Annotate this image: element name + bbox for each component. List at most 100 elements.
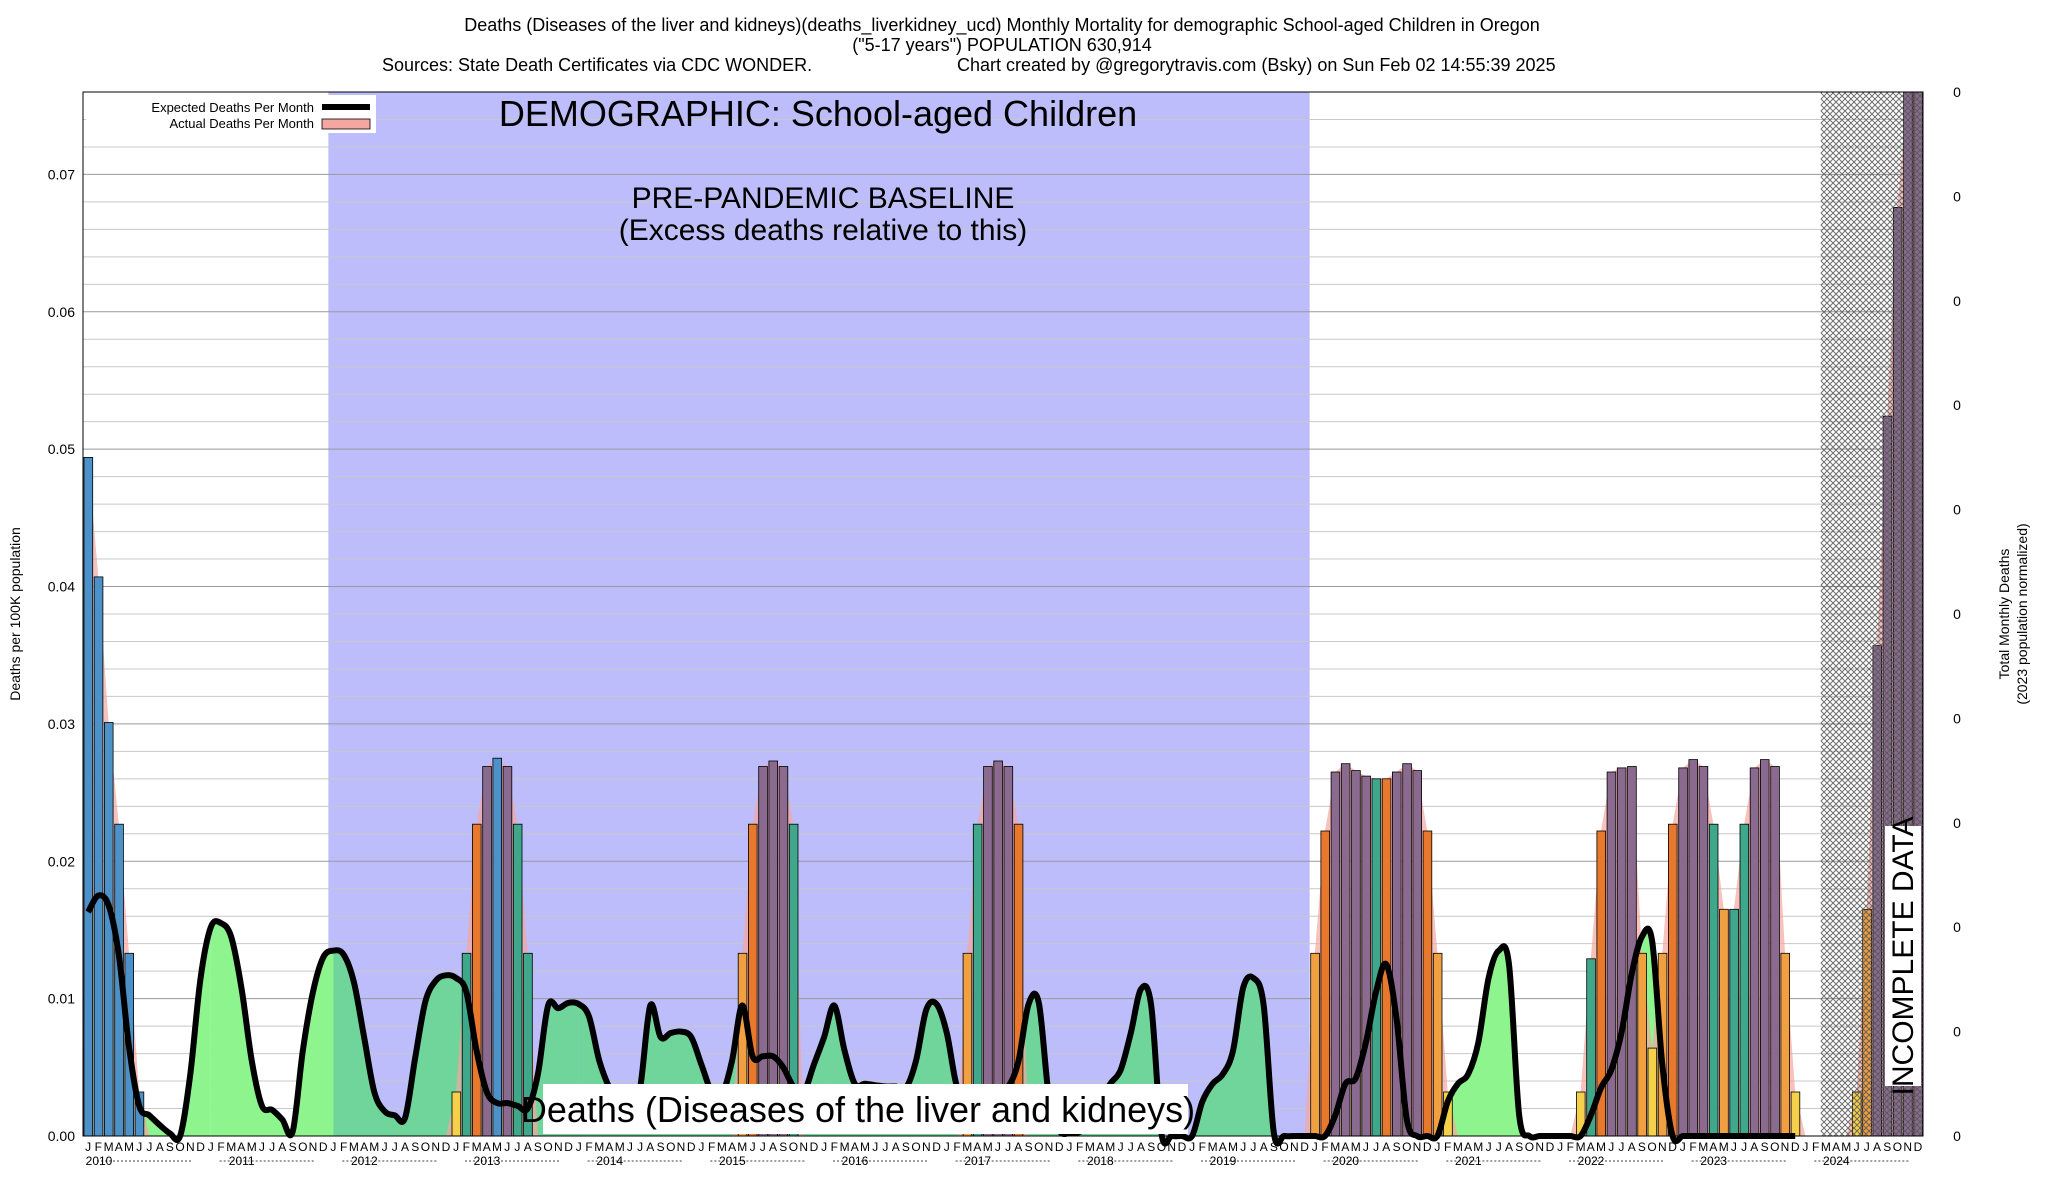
demographic-label: DEMOGRAPHIC: School-aged Children [499, 93, 1137, 134]
actual-bar [1770, 766, 1780, 1137]
actual-bar [1330, 771, 1341, 1137]
actual-bar [1698, 766, 1709, 1137]
x-month-label: N [309, 1140, 318, 1154]
x-month-label: M [1105, 1140, 1115, 1154]
y-tick-label-right: 0 [1953, 1024, 1961, 1040]
x-year-label: 2015 [719, 1154, 746, 1168]
x-month-label: J [882, 1140, 888, 1154]
x-year-label: 2011 [229, 1154, 255, 1168]
chart-sources: Sources: State Death Certificates via CD… [382, 55, 812, 75]
x-year-label: 2013 [474, 1154, 501, 1168]
x-month-label: O [1402, 1140, 1411, 1154]
incomplete-label-box [1885, 826, 1921, 1086]
x-month-label: O [1034, 1140, 1043, 1154]
cause-label: Deaths (Diseases of the liver and kidney… [521, 1089, 1195, 1130]
x-month-label: J [1731, 1140, 1737, 1154]
actual-bar [1320, 830, 1331, 1137]
x-month-label: J [1496, 1140, 1502, 1154]
actual-bar [93, 576, 104, 1137]
x-month-label: F [340, 1140, 347, 1154]
legend-actual-label: Actual Deaths Per Month [169, 116, 314, 131]
y-tick-label-left: 0.07 [48, 166, 75, 182]
y-tick-label-right: 0 [1953, 397, 1961, 413]
x-month-label: J [269, 1140, 275, 1154]
x-month-label: J [1066, 1140, 1072, 1154]
x-month-label: M [1576, 1140, 1586, 1154]
x-month-label: F [95, 1140, 102, 1154]
x-month-label: A [524, 1140, 532, 1154]
x-month-label: A [1709, 1140, 1717, 1154]
x-month-label: D [1178, 1140, 1187, 1154]
x-month-label: A [1873, 1140, 1881, 1154]
y-tick-label-right: 0 [1953, 606, 1961, 622]
x-month-label: A [115, 1140, 123, 1154]
incomplete-data-label: INCOMPLETE DATA [1887, 817, 1920, 1096]
expected-fill-area [333, 950, 457, 1136]
x-month-label: S [1393, 1140, 1401, 1154]
x-month-label: S [1147, 1140, 1155, 1154]
x-month-label: S [1761, 1140, 1769, 1154]
x-month-label: M [1698, 1140, 1708, 1154]
x-year-label: 2019 [1210, 1154, 1237, 1168]
x-month-label: M [1351, 1140, 1361, 1154]
actual-bar [1616, 767, 1627, 1137]
x-month-label: J [85, 1140, 91, 1154]
x-month-label: A [278, 1140, 286, 1154]
chart-credit: Chart created by @gregorytravis.com (Bsk… [957, 55, 1556, 75]
y-tick-label-left: 0.04 [48, 579, 75, 595]
x-month-label: M [492, 1140, 502, 1154]
actual-bar [502, 766, 513, 1137]
x-year-label: 2014 [596, 1154, 623, 1168]
actual-bar [1381, 778, 1392, 1137]
x-month-label: J [1486, 1140, 1492, 1154]
x-month-label: N [677, 1140, 686, 1154]
x-month-label: M [840, 1140, 850, 1154]
x-month-label: J [136, 1140, 142, 1154]
x-month-label: D [196, 1140, 205, 1154]
chart-subtitle: ("5-17 years") POPULATION 630,914 [852, 35, 1152, 55]
x-month-label: J [1854, 1140, 1860, 1154]
actual-bar [1678, 767, 1688, 1137]
x-month-label: A [1014, 1140, 1022, 1154]
actual-bar [1790, 1091, 1801, 1137]
x-year-label: 2023 [1700, 1154, 1727, 1168]
x-month-label: M [1208, 1140, 1218, 1154]
expected-fill-area [210, 922, 334, 1136]
cause-label-box [543, 1084, 1188, 1134]
y-tick-label-left: 0.03 [48, 716, 75, 732]
x-month-label: J [1434, 1140, 1440, 1154]
actual-bar [1780, 952, 1791, 1137]
y-tick-label-right: 0 [1953, 815, 1961, 831]
x-month-label: J [1363, 1140, 1369, 1154]
x-month-label: A [605, 1140, 613, 1154]
x-month-label: J [872, 1140, 878, 1154]
actual-bar [1729, 908, 1739, 1137]
x-month-label: J [627, 1140, 633, 1154]
x-month-label: S [289, 1140, 297, 1154]
x-month-label: O [1157, 1140, 1166, 1154]
x-year-label: 2010 [86, 1154, 113, 1168]
x-month-label: M [1821, 1140, 1831, 1154]
x-year-label: 2021 [1455, 1154, 1482, 1168]
x-month-label: D [442, 1140, 451, 1154]
actual-bar [1688, 759, 1699, 1137]
x-month-label: N [1290, 1140, 1299, 1154]
chart-title: Deaths (Diseases of the liver and kidney… [464, 15, 1540, 36]
x-month-label: J [259, 1140, 265, 1154]
x-month-label: J [1240, 1140, 1246, 1154]
x-month-label: J [1005, 1140, 1011, 1154]
x-month-label: A [728, 1140, 736, 1154]
x-month-label: A [1628, 1140, 1636, 1154]
x-month-label: N [1413, 1140, 1422, 1154]
x-month-label: J [1189, 1140, 1195, 1154]
x-month-label: O [1279, 1140, 1288, 1154]
x-month-label: F [1812, 1140, 1819, 1154]
x-month-label: J [944, 1140, 950, 1154]
x-month-label: J [382, 1140, 388, 1154]
x-month-label: F [1199, 1140, 1206, 1154]
x-month-label: J [1864, 1140, 1870, 1154]
expected-fill-area [1192, 976, 1315, 1144]
y-tick-label-left: 0.00 [48, 1128, 75, 1144]
x-month-label: J [1312, 1140, 1318, 1154]
